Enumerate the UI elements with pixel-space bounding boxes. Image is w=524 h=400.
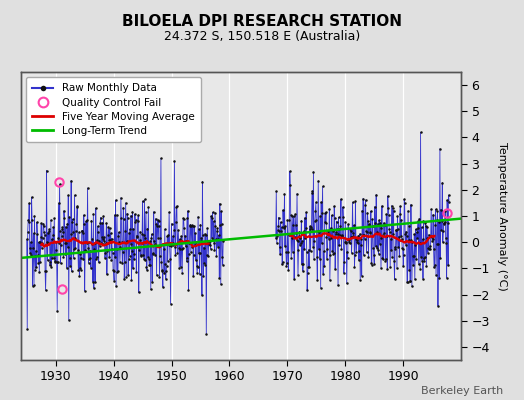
Text: 24.372 S, 150.518 E (Australia): 24.372 S, 150.518 E (Australia): [164, 30, 360, 43]
Text: Berkeley Earth: Berkeley Earth: [421, 386, 503, 396]
Legend: Raw Monthly Data, Quality Control Fail, Five Year Moving Average, Long-Term Tren: Raw Monthly Data, Quality Control Fail, …: [26, 77, 201, 142]
Y-axis label: Temperature Anomaly (°C): Temperature Anomaly (°C): [497, 142, 507, 290]
Text: BILOELA DPI RESEARCH STATION: BILOELA DPI RESEARCH STATION: [122, 14, 402, 29]
